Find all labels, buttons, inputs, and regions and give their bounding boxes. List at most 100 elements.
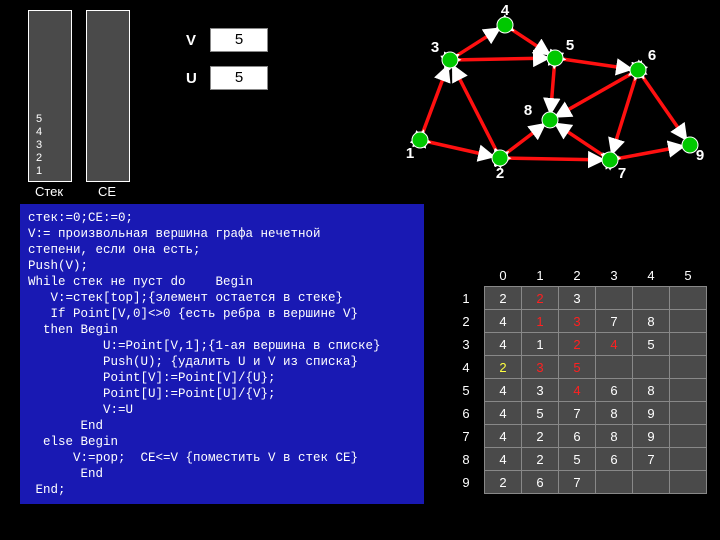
graph-node-label: 2 [496, 165, 504, 182]
table-cell: 2 [522, 448, 559, 471]
table-cell: 3 [522, 379, 559, 402]
graph-node [547, 50, 563, 66]
adjacency-table: 0123451223241378341245423554346864578974… [448, 264, 707, 494]
table-cell [670, 287, 707, 310]
graph-node-label: 4 [501, 2, 510, 19]
table-cell: 2 [485, 287, 522, 310]
table-cell: 2 [522, 425, 559, 448]
table-row-header: 5 [448, 379, 485, 402]
table-cell: 4 [559, 379, 596, 402]
table-cell: 2 [559, 333, 596, 356]
table-cell: 8 [596, 402, 633, 425]
graph-edge [612, 78, 635, 153]
table-row-header: 2 [448, 310, 485, 333]
table-cell: 7 [559, 471, 596, 494]
table-cell: 4 [485, 379, 522, 402]
table-cell: 5 [633, 333, 670, 356]
code-line: Point[U]:=Point[U]/{V}; [28, 386, 416, 402]
graph-node [497, 17, 513, 33]
table-col-header: 4 [633, 264, 670, 287]
table-cell: 9 [633, 425, 670, 448]
graph-edge [506, 125, 543, 153]
graph-edge [557, 124, 604, 155]
table-cell: 6 [522, 471, 559, 494]
code-line: Point[V]:=Point[V]/{U}; [28, 370, 416, 386]
code-line: U:=Point[V,1];{1-ая вершина в списке} [28, 338, 416, 354]
graph-edge [643, 77, 686, 139]
graph-edge [454, 67, 497, 151]
table-cell [670, 310, 707, 333]
table-col-header: 3 [596, 264, 633, 287]
graph-edge [508, 158, 602, 160]
table-col-header: 1 [522, 264, 559, 287]
stack-box [86, 10, 130, 182]
table-cell [633, 356, 670, 379]
graph-node-label: 7 [618, 165, 626, 182]
table-cell [670, 379, 707, 402]
code-line: End; [28, 482, 416, 498]
table-cell [633, 471, 670, 494]
table-cell: 7 [596, 310, 633, 333]
code-line: If Point[V,0]<>0 {есть ребра в вершине V… [28, 306, 416, 322]
code-line: else Begin [28, 434, 416, 450]
graph-edge [428, 142, 492, 156]
table-cell: 2 [485, 356, 522, 379]
table-row-header: 1 [448, 287, 485, 310]
graph-node-label: 1 [406, 145, 414, 162]
code-line: стек:=0;CE:=0; [28, 210, 416, 226]
code-line: Push(V); [28, 258, 416, 274]
table-cell: 6 [596, 448, 633, 471]
table-cell: 8 [633, 310, 670, 333]
table-cell: 8 [596, 425, 633, 448]
table-cell [670, 356, 707, 379]
table-cell: 9 [633, 402, 670, 425]
table-cell: 3 [522, 356, 559, 379]
table-cell [596, 356, 633, 379]
table-cell: 3 [559, 287, 596, 310]
var-label-v: V [186, 32, 196, 49]
graph-node [442, 52, 458, 68]
table-cell: 4 [485, 425, 522, 448]
table-cell: 7 [633, 448, 670, 471]
stack-item: 2 [36, 152, 42, 165]
var-box-u: 5 [210, 66, 268, 90]
table-cell [670, 333, 707, 356]
table-cell [596, 471, 633, 494]
table-row-header: 8 [448, 448, 485, 471]
table-cell: 5 [559, 448, 596, 471]
code-line: V:=pop; CE<=V {поместить V в стек CE} [28, 450, 416, 466]
table-cell [596, 287, 633, 310]
table-col-header: 0 [485, 264, 522, 287]
stack-values: 54321 [36, 113, 42, 178]
table-cell: 4 [596, 333, 633, 356]
stack-item: 4 [36, 126, 42, 139]
table-cell: 2 [485, 471, 522, 494]
code-line: While стек не пуст do Begin [28, 274, 416, 290]
table-cell: 5 [522, 402, 559, 425]
code-line: V:=U [28, 402, 416, 418]
graph-node-label: 5 [566, 37, 574, 54]
graph-node-label: 3 [431, 39, 439, 56]
table-col-header: 5 [670, 264, 707, 287]
table-cell [633, 287, 670, 310]
table-row-header: 7 [448, 425, 485, 448]
stack-box [28, 10, 72, 182]
graph-node [602, 152, 618, 168]
table-cell: 1 [522, 310, 559, 333]
table-cell [670, 471, 707, 494]
graph-edge [457, 29, 499, 55]
graph-edge [423, 67, 447, 132]
code-line: степени, если она есть; [28, 242, 416, 258]
table-cell: 4 [485, 310, 522, 333]
graph-edge [557, 74, 631, 116]
stack-label: CE [86, 184, 128, 199]
table-row-header: 3 [448, 333, 485, 356]
code-line: V:= произвольная вершина графа нечетной [28, 226, 416, 242]
table-row-header: 9 [448, 471, 485, 494]
graph-edge [618, 146, 682, 158]
table-cell: 4 [485, 448, 522, 471]
graph-edge [563, 59, 630, 69]
code-line: End [28, 418, 416, 434]
code-panel: стек:=0;CE:=0;V:= произвольная вершина г… [20, 204, 424, 504]
graph-diagram: 123456789 [370, 0, 720, 200]
